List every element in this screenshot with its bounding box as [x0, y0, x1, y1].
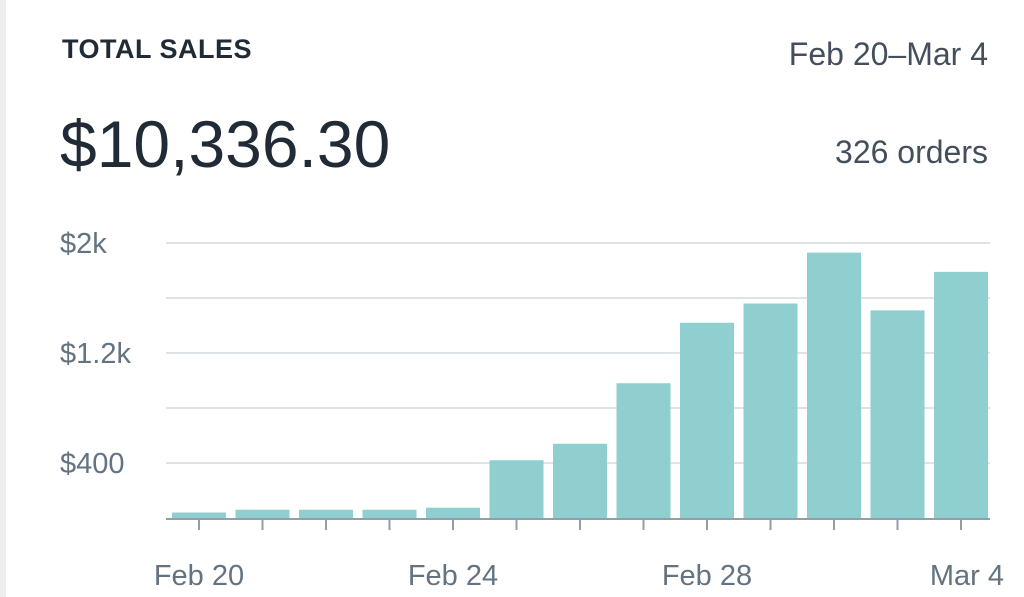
bar-feb-23 [362, 509, 417, 518]
x-tick-label: Feb 28 [662, 560, 752, 592]
x-tick-label: Feb 24 [408, 560, 498, 592]
bar-feb-27 [616, 383, 671, 518]
orders-count: 326 orders [835, 134, 988, 170]
bar-feb-20 [172, 512, 226, 518]
left-edge-divider [0, 0, 6, 597]
date-range: Feb 20–Mar 4 [788, 36, 988, 72]
bar-feb-24 [426, 507, 480, 518]
bar-mar-3 [870, 310, 925, 518]
bar-feb-21 [235, 509, 290, 518]
bar-feb-28 [680, 322, 734, 518]
bar-feb-22 [299, 509, 353, 518]
x-tick-label: Feb 20 [154, 560, 244, 592]
y-tick-label: $1.2k [60, 338, 131, 370]
bar-mar-1 [743, 303, 798, 518]
total-sales-value: $10,336.30 [60, 107, 391, 181]
y-tick-label: $2k [60, 228, 107, 260]
y-tick-label: $400 [60, 448, 125, 480]
bar-mar-4 [934, 271, 988, 518]
bar-mar-2 [807, 252, 861, 518]
bar-feb-26 [553, 443, 607, 518]
bar-feb-25 [489, 460, 544, 518]
card-title: TOTAL SALES [62, 34, 253, 64]
x-tick-label: Mar 4 [930, 560, 1004, 592]
